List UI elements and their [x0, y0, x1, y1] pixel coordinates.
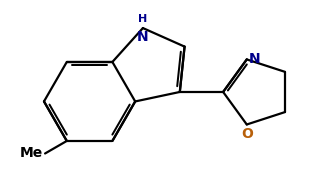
Text: Me: Me	[19, 147, 43, 161]
Text: O: O	[241, 127, 253, 141]
Text: N: N	[249, 52, 260, 66]
Text: N: N	[137, 30, 149, 44]
Text: H: H	[138, 14, 147, 24]
